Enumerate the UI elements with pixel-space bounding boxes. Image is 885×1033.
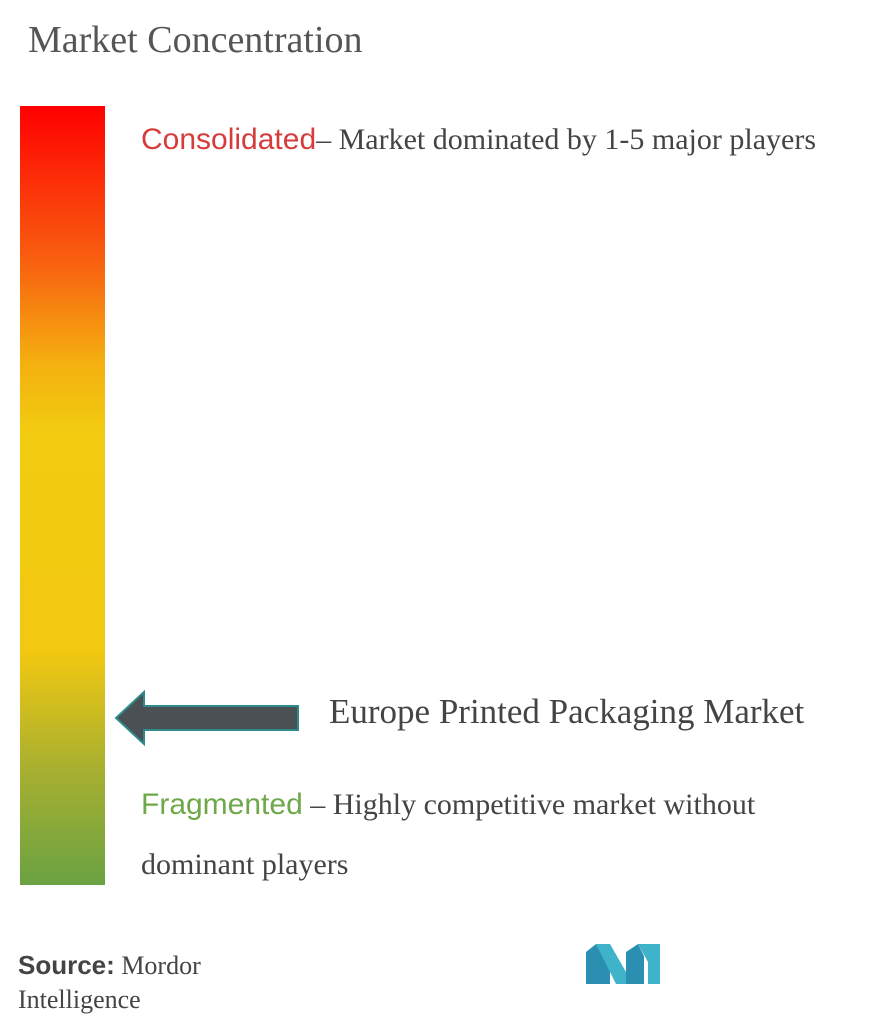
fragmented-keyword: Fragmented: [141, 788, 303, 821]
source-key: Source:: [18, 950, 115, 980]
consolidated-text: – Market dominated by 1-5 major players: [316, 123, 816, 156]
chart-title: Market Concentration: [28, 19, 363, 61]
source-credit: Source: Mordor Intelligence: [18, 948, 278, 1017]
market-label: Europe Printed Packaging Market: [329, 692, 805, 731]
consolidated-keyword: Consolidated: [141, 123, 317, 156]
fragmented-text: – Highly competitive market without domi…: [141, 788, 756, 881]
fragmented-description: Fragmented – Highly competitive market w…: [141, 775, 861, 895]
consolidated-description: Consolidated– Market dominated by 1-5 ma…: [141, 110, 841, 170]
mordor-intelligence-logo: [586, 944, 660, 984]
left-arrow-icon: [114, 690, 299, 746]
concentration-gradient-bar: [20, 106, 105, 885]
source-value: Mordor Intelligence: [18, 951, 201, 1014]
